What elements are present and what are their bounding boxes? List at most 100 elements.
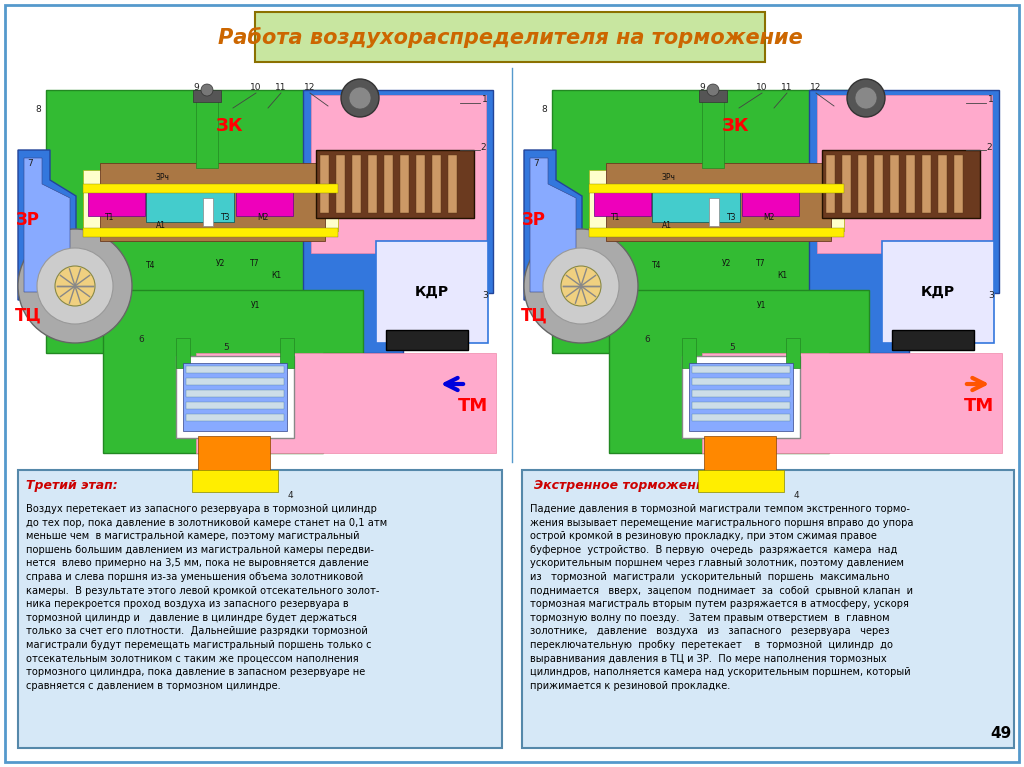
Text: 5: 5 [729,344,735,353]
Polygon shape [906,155,915,213]
Text: Т3: Т3 [221,213,230,222]
Polygon shape [432,155,441,213]
Text: Воздух перетекает из запасного резервуара в тормозной цилиндр
до тех пор, пока д: Воздух перетекает из запасного резервуар… [26,504,387,691]
Polygon shape [692,414,790,421]
Polygon shape [609,290,869,453]
Text: Падение давления в тормозной магистрали темпом экстренного тормо-
жения вызывает: Падение давления в тормозной магистрали … [530,504,913,691]
Polygon shape [386,330,468,350]
Polygon shape [858,155,867,213]
Text: 12: 12 [810,84,821,93]
Polygon shape [416,155,425,213]
Text: Т4: Т4 [146,262,156,271]
Text: У2: У2 [216,259,225,268]
Polygon shape [376,241,488,343]
Polygon shape [652,190,740,222]
Text: 6: 6 [644,335,650,344]
Polygon shape [46,90,362,353]
Polygon shape [826,155,835,213]
Text: У1: У1 [758,301,767,311]
Polygon shape [589,184,844,193]
Circle shape [543,248,618,324]
Polygon shape [83,184,338,193]
Polygon shape [786,338,800,368]
Circle shape [561,266,601,306]
Polygon shape [83,170,338,188]
Polygon shape [922,155,931,213]
Polygon shape [368,155,377,213]
Polygon shape [589,228,844,237]
Polygon shape [196,353,496,453]
Polygon shape [193,90,221,102]
Text: ЗРч: ЗРч [156,173,170,182]
Text: ЗК: ЗК [722,117,750,135]
Polygon shape [203,198,213,226]
Polygon shape [552,90,869,353]
Text: М2: М2 [257,213,268,222]
Text: Экстренное торможение:: Экстренное торможение: [534,479,718,492]
Text: К1: К1 [271,272,281,281]
Text: 10: 10 [757,84,768,93]
Polygon shape [352,155,361,213]
Polygon shape [316,150,474,218]
Text: КДР: КДР [921,285,955,299]
Circle shape [847,79,885,117]
Polygon shape [682,356,800,438]
Text: Работа воздухораспределителя на торможение: Работа воздухораспределителя на торможен… [218,28,803,48]
Polygon shape [100,163,325,241]
FancyBboxPatch shape [255,12,765,62]
Polygon shape [18,150,76,300]
Polygon shape [280,338,294,368]
Polygon shape [892,330,974,350]
Polygon shape [692,390,790,397]
Polygon shape [186,402,284,409]
Polygon shape [524,150,582,300]
Polygon shape [702,353,1002,453]
Text: 1: 1 [988,96,994,104]
Text: ТМ: ТМ [964,397,994,415]
Polygon shape [186,378,284,385]
Text: 2: 2 [986,143,992,153]
Polygon shape [336,155,345,213]
Polygon shape [196,98,218,168]
Polygon shape [83,186,338,231]
Text: А1: А1 [156,222,166,231]
Text: КДР: КДР [415,285,450,299]
Text: 2: 2 [480,143,485,153]
Text: Т3: Т3 [727,213,736,222]
Polygon shape [176,338,190,368]
FancyBboxPatch shape [5,5,1019,762]
Polygon shape [24,158,70,292]
Polygon shape [689,363,793,431]
Text: 9: 9 [699,84,705,93]
Text: 7: 7 [534,160,539,169]
Text: ТМ: ТМ [458,397,488,415]
Text: 12: 12 [304,84,315,93]
Polygon shape [384,155,393,213]
Polygon shape [938,155,947,213]
Polygon shape [319,155,329,213]
Circle shape [707,84,719,96]
Text: М2: М2 [763,213,775,222]
Text: ТЦ: ТЦ [14,307,41,325]
Polygon shape [594,192,651,216]
Circle shape [201,84,213,96]
Polygon shape [692,378,790,385]
Polygon shape [822,150,980,218]
Text: 1: 1 [482,96,487,104]
Text: У1: У1 [251,301,261,311]
Polygon shape [954,155,963,213]
Text: 8: 8 [541,106,547,114]
Text: 11: 11 [275,84,287,93]
Polygon shape [698,470,784,492]
Polygon shape [186,414,284,421]
Text: 4: 4 [287,492,293,501]
Polygon shape [589,186,844,231]
Polygon shape [699,90,727,102]
FancyBboxPatch shape [18,470,502,748]
Polygon shape [198,436,270,472]
Text: 6: 6 [138,335,144,344]
Polygon shape [874,155,883,213]
Polygon shape [606,163,831,241]
Text: 3: 3 [482,291,487,301]
Text: Третий этап:: Третий этап: [26,479,118,492]
